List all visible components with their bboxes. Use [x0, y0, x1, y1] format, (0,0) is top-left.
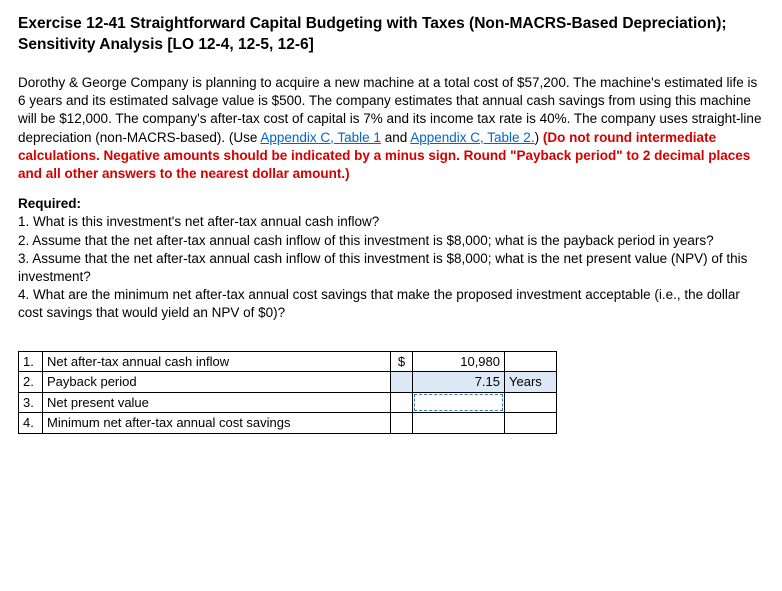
appendix-link-1[interactable]: Appendix C, Table 1: [260, 130, 381, 145]
row-number: 2.: [19, 372, 43, 393]
row-label: Net present value: [43, 392, 391, 413]
unit-cell: [505, 351, 557, 372]
problem-paragraph: Dorothy & George Company is planning to …: [18, 74, 764, 183]
row-label: Minimum net after-tax annual cost saving…: [43, 413, 391, 434]
paragraph-close: ): [535, 130, 543, 145]
exercise-title: Exercise 12-41 Straightforward Capital B…: [18, 14, 764, 56]
question-2: 2. Assume that the net after-tax annual …: [18, 232, 764, 250]
questions-block: Required: 1. What is this investment's n…: [18, 195, 764, 323]
question-3: 3. Assume that the net after-tax annual …: [18, 250, 764, 286]
table-row: 4.Minimum net after-tax annual cost savi…: [19, 413, 557, 434]
answer-table: 1.Net after-tax annual cash inflow$10,98…: [18, 351, 557, 434]
row-label: Payback period: [43, 372, 391, 393]
row-number: 1.: [19, 351, 43, 372]
table-row: 2.Payback period 7.15Years: [19, 372, 557, 393]
appendix-link-2[interactable]: Appendix C, Table 2.: [410, 130, 534, 145]
unit-cell: [505, 413, 557, 434]
row-number: 4.: [19, 413, 43, 434]
currency-cell[interactable]: $: [391, 351, 413, 372]
value-input[interactable]: [413, 413, 505, 434]
row-label: Net after-tax annual cash inflow: [43, 351, 391, 372]
currency-cell[interactable]: [391, 392, 413, 413]
value-input[interactable]: 10,980: [413, 351, 505, 372]
row-number: 3.: [19, 392, 43, 413]
unit-cell: [505, 392, 557, 413]
table-row: 3.Net present value: [19, 392, 557, 413]
currency-cell[interactable]: [391, 372, 413, 393]
question-4: 4. What are the minimum net after-tax an…: [18, 286, 764, 322]
required-label: Required:: [18, 195, 764, 213]
unit-cell: Years: [505, 372, 557, 393]
paragraph-mid: and: [381, 130, 410, 145]
table-row: 1.Net after-tax annual cash inflow$10,98…: [19, 351, 557, 372]
question-1: 1. What is this investment's net after-t…: [18, 213, 764, 231]
value-input[interactable]: [413, 392, 505, 413]
currency-cell[interactable]: [391, 413, 413, 434]
value-input[interactable]: 7.15: [413, 372, 505, 393]
